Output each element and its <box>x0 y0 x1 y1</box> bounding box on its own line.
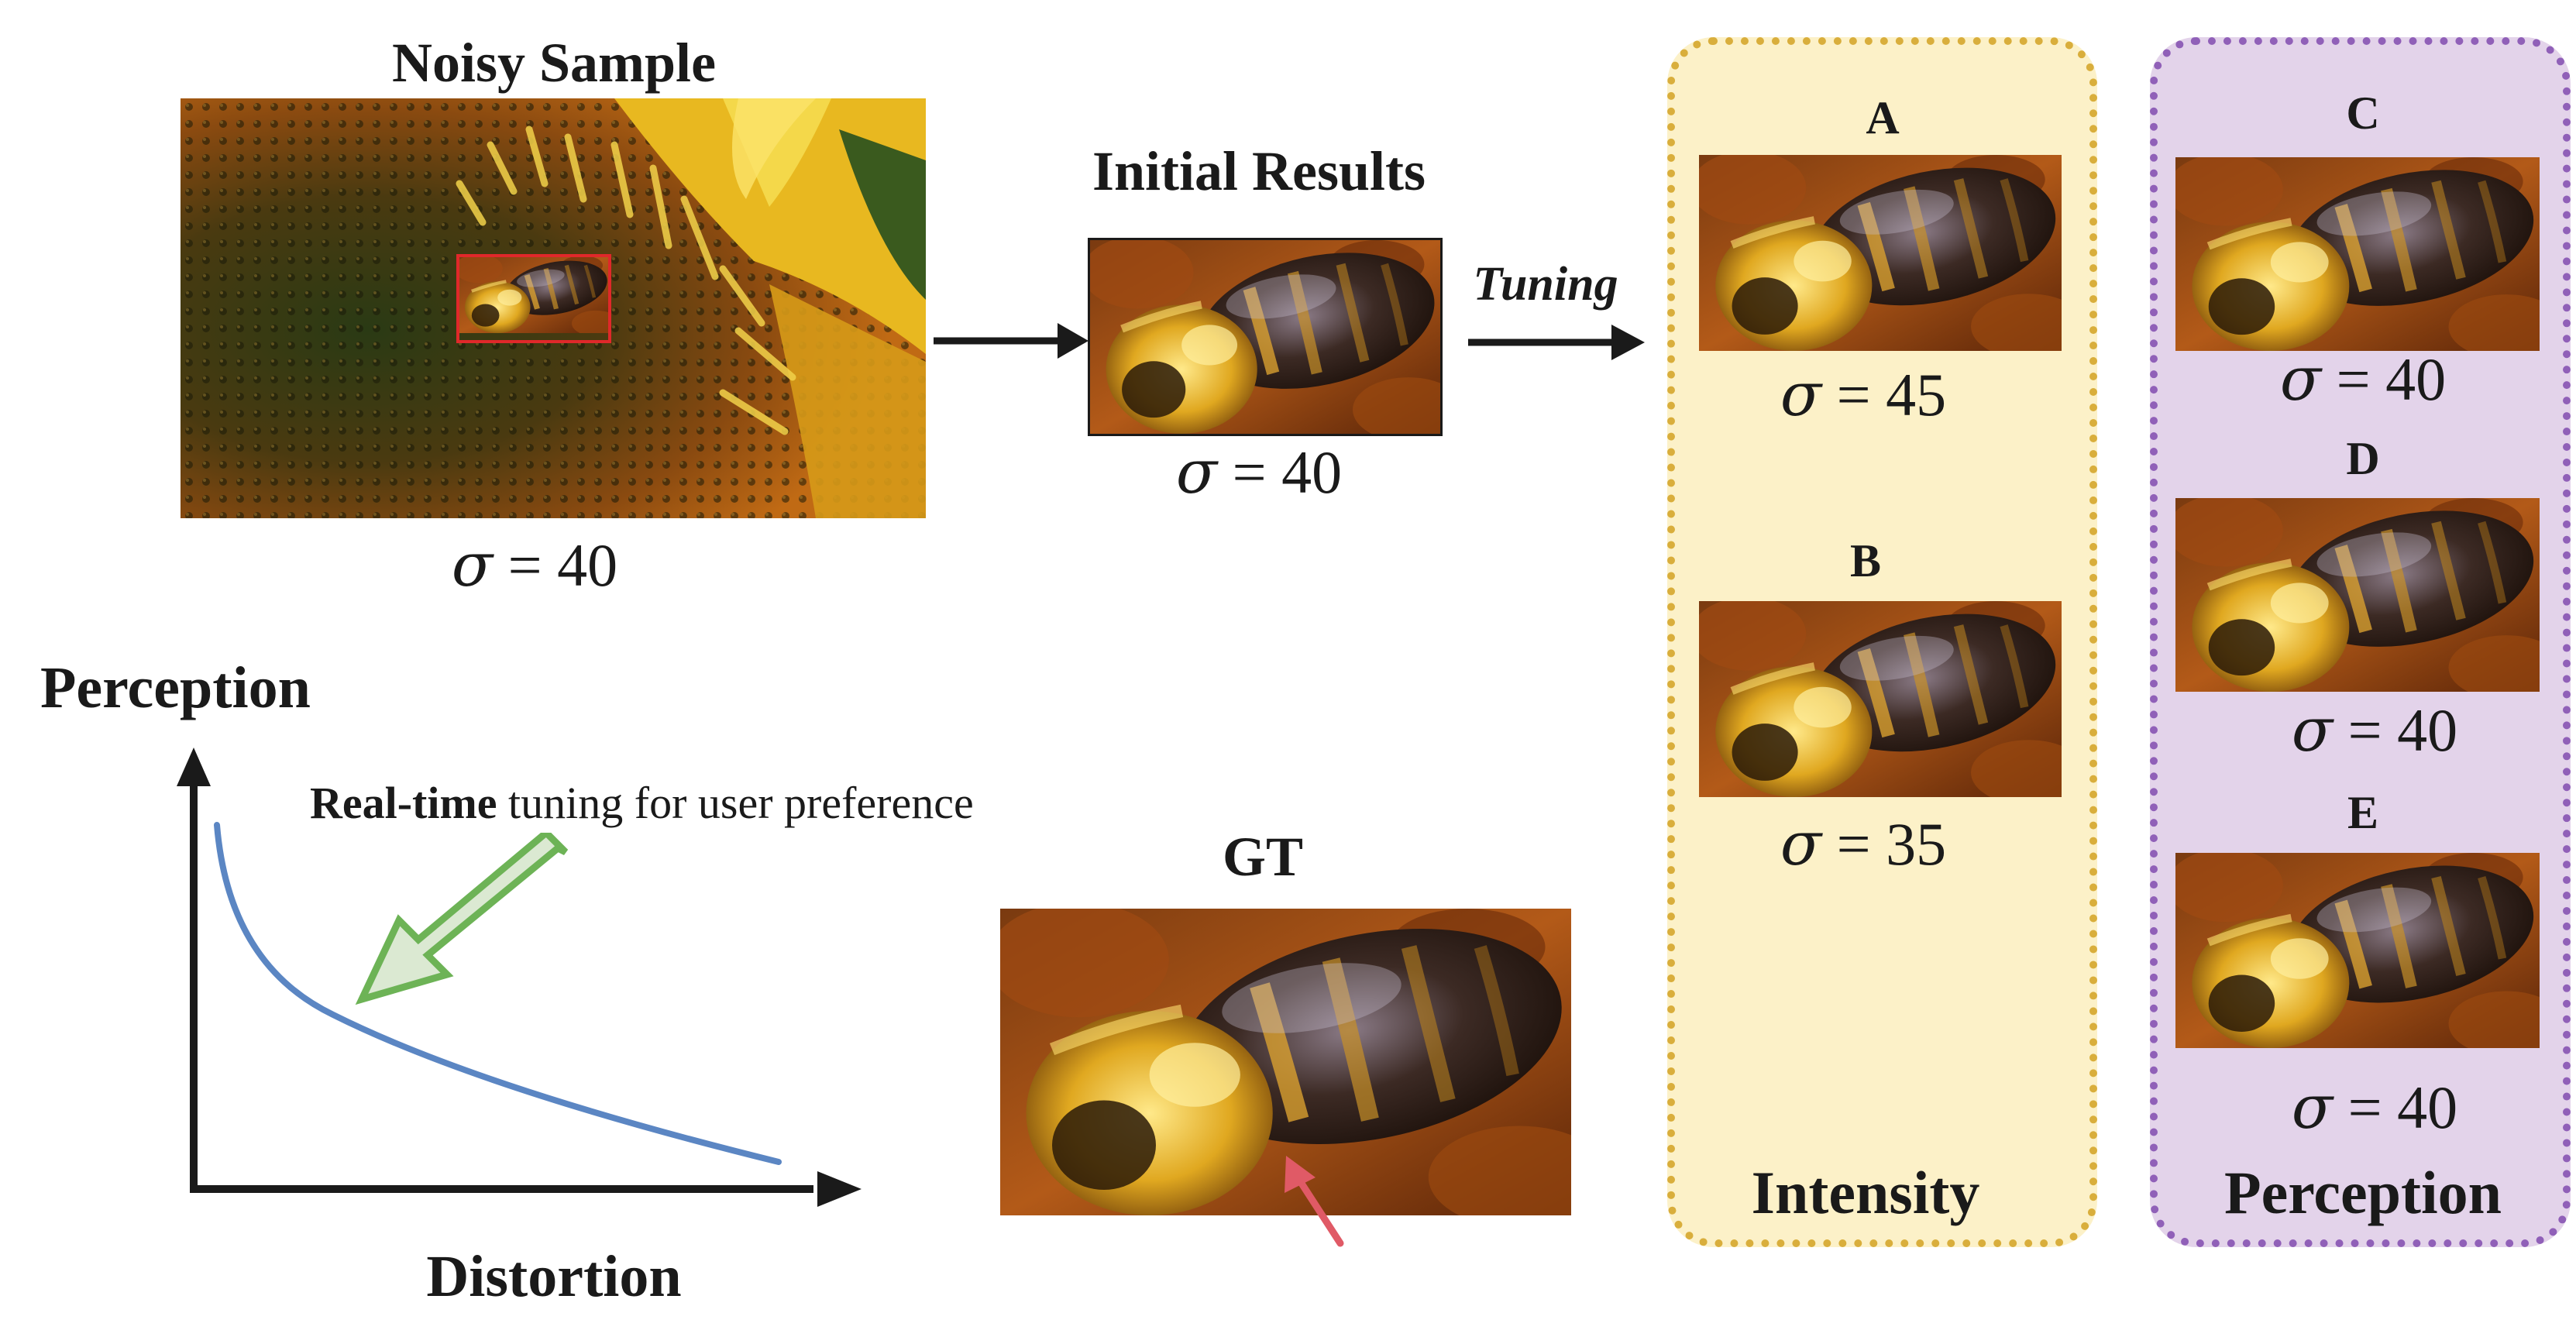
tradeoff-axes <box>177 748 862 1207</box>
noisy-sample-image <box>181 98 926 518</box>
variant-b-sigma: σ = 35 <box>1780 809 1947 879</box>
tradeoff-curve <box>214 822 782 1165</box>
crop-region-box <box>456 254 611 343</box>
tuning-arrow <box>1468 325 1645 360</box>
gt-marker-arrow <box>1285 1156 1344 1247</box>
variant-d-sigma: σ = 40 <box>2291 696 2458 765</box>
variant-e-image <box>2175 853 2540 1048</box>
realtime-tuning-note: Real-time tuning for user preference <box>310 778 974 828</box>
variant-a-label: A <box>1866 92 1900 143</box>
tuning-direction-arrow <box>355 833 569 1005</box>
tradeoff-x-label: Distortion <box>426 1244 682 1309</box>
variant-c-sigma: σ = 40 <box>2279 345 2447 414</box>
initial-sigma: σ = 40 <box>1175 438 1343 507</box>
arrow-noisy-to-initial <box>934 323 1089 359</box>
variant-e-label: E <box>2347 787 2379 838</box>
variant-b-image <box>1699 601 2062 797</box>
noisy-sigma: σ = 40 <box>451 531 618 600</box>
variant-c-label: C <box>2346 88 2380 139</box>
variant-b-label: B <box>1849 535 1882 586</box>
variant-a-sigma: σ = 45 <box>1780 360 1947 430</box>
tuning-label: Tuning <box>1473 258 1618 311</box>
initial-result-image <box>1088 238 1443 436</box>
variant-e-sigma: σ = 40 <box>2291 1073 2458 1143</box>
variant-a-image <box>1699 155 2062 351</box>
perception-label: Perception <box>2223 1159 2502 1226</box>
variant-d-image <box>2175 498 2540 692</box>
variant-d-label: D <box>2346 433 2380 484</box>
tradeoff-y-label: Perception <box>40 655 311 720</box>
intensity-label: Intensity <box>1751 1159 1980 1226</box>
gt-title: GT <box>1222 826 1304 888</box>
noisy-sample-title: Noisy Sample <box>391 32 717 94</box>
initial-results-title: Initial Results <box>1092 140 1426 202</box>
variant-c-image <box>2175 157 2540 351</box>
